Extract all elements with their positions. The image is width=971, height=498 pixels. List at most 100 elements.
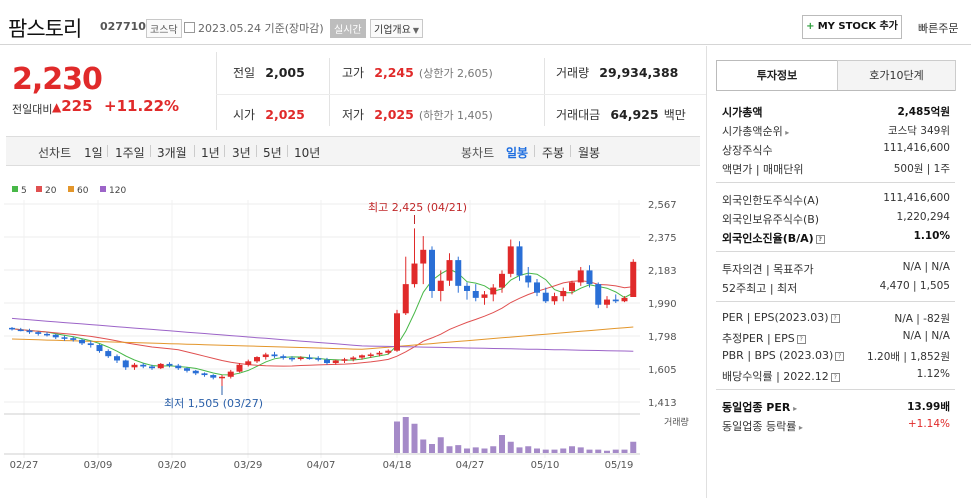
info-value: 2,485억원: [897, 106, 950, 118]
candle-body: [499, 273, 505, 288]
stat-trade-value: 거래대금 64,925 백만: [556, 104, 686, 123]
add-mystock-button[interactable]: + MY STOCK 추가: [802, 15, 902, 39]
stat-label: 시가: [233, 108, 256, 122]
divider: [216, 52, 217, 130]
volume-bar: [621, 449, 628, 453]
info-label[interactable]: 동일업종 PER ▸: [722, 399, 797, 415]
period-1d[interactable]: 1일: [84, 146, 103, 160]
period-10y[interactable]: 10년: [294, 146, 321, 160]
candle-body: [26, 330, 33, 333]
help-icon[interactable]: ?: [830, 314, 840, 323]
section-divider: [716, 182, 955, 183]
info-label: 시가총액: [722, 104, 762, 120]
y-tick-label: 2,375: [648, 233, 677, 244]
help-icon[interactable]: ?: [830, 373, 840, 382]
info-label[interactable]: 추정PER | EPS?: [722, 330, 806, 346]
candle-body: [245, 361, 252, 365]
candle-body: [219, 376, 225, 379]
stat-label: 저가: [342, 108, 365, 122]
change-label: 전일대비: [12, 103, 53, 116]
info-label: 액면가 | 매매단위: [722, 161, 804, 177]
y-tick-label: 2,183: [648, 266, 677, 277]
tab-invest-info[interactable]: 투자정보: [716, 60, 838, 91]
info-value: 1.20배 | 1,852원: [867, 351, 950, 363]
info-label-text: 투자의견 | 목표주가: [722, 263, 814, 276]
quick-order-link[interactable]: 빠른주문: [918, 22, 959, 35]
separator: [287, 145, 288, 157]
legend-swatch: [12, 186, 18, 192]
stock-name: 팜스토리: [8, 17, 82, 41]
candle-body: [542, 292, 549, 302]
candle-body: [464, 285, 470, 291]
candle-chart-label: 봉차트: [461, 146, 495, 160]
period-5y[interactable]: 5년: [263, 146, 282, 160]
legend-label: 60: [77, 186, 89, 196]
x-tick-label: 04/18: [383, 460, 412, 471]
period-1y[interactable]: 1년: [201, 146, 220, 160]
volume-bar: [604, 450, 610, 453]
info-value: N/A | -82원: [894, 313, 950, 325]
info-label[interactable]: PER | EPS(2023.03)?: [722, 311, 840, 324]
realtime-button[interactable]: 실시간: [330, 19, 366, 38]
candle-monthly[interactable]: 월봉: [578, 146, 601, 160]
info-label: 상장주식수: [722, 142, 773, 158]
ma5-line: [11, 268, 634, 376]
candle-body: [157, 363, 164, 369]
info-value: 13.99배: [907, 401, 950, 413]
candle-body: [315, 358, 322, 360]
help-icon[interactable]: ?: [796, 335, 806, 344]
candle-body: [210, 375, 217, 378]
price-change-value: 225: [61, 97, 93, 115]
info-label: 외국인한도주식수(A): [722, 192, 819, 208]
help-icon[interactable]: ?: [835, 352, 845, 361]
chevron-right-icon: ▸: [782, 128, 790, 137]
info-label[interactable]: 동일업종 등락률 ▸: [722, 418, 803, 434]
tab-orderbook[interactable]: 호가10단계: [837, 60, 956, 91]
info-value: 1.10%: [913, 230, 950, 242]
stock-chart[interactable]: 최고 2,425 (04/21) 최저 1,505 (03/27) 거래량 2,…: [0, 196, 706, 498]
volume-bar: [455, 445, 462, 453]
period-3m[interactable]: 3개월: [157, 146, 187, 160]
candle-body: [472, 290, 479, 298]
info-value: 4,470 | 1,505: [879, 280, 950, 292]
separator: [150, 145, 151, 157]
candle-body: [490, 287, 497, 295]
info-label[interactable]: 외국인소진율(B/A)?: [722, 230, 825, 246]
high-annotation: 최고 2,425 (04/21): [368, 201, 467, 214]
candle-body: [525, 275, 532, 283]
annotations: 최고 2,425 (04/21) 최저 1,505 (03/27) 거래량: [164, 201, 689, 428]
info-label-text: 추정PER | EPS: [722, 332, 795, 345]
candle-body: [52, 334, 59, 338]
corp-overview-dropdown[interactable]: 기업개요 ▼: [370, 19, 423, 38]
ma20-line: [11, 280, 634, 367]
period-3y[interactable]: 3년: [232, 146, 251, 160]
candle-daily[interactable]: 일봉: [506, 146, 529, 160]
help-icon[interactable]: ?: [815, 235, 825, 244]
candle-body: [280, 356, 287, 358]
stat-label: 거래량: [556, 66, 590, 80]
candle-body: [140, 364, 147, 367]
candle-body: [166, 363, 173, 366]
x-tick-label: 05/19: [605, 460, 634, 471]
stat-sub: (상한가 2,605): [418, 67, 493, 80]
period-1w[interactable]: 1주일: [115, 146, 145, 160]
volume-bar: [516, 447, 523, 453]
candle-body: [17, 329, 24, 332]
candle-body: [114, 356, 120, 361]
info-label[interactable]: PBR | BPS (2023.03)?: [722, 349, 845, 362]
x-tick-label: 03/29: [234, 460, 263, 471]
info-value: +1.14%: [907, 418, 950, 430]
info-label[interactable]: 배당수익률 | 2022.12?: [722, 368, 840, 384]
candle-weekly[interactable]: 주봉: [542, 146, 565, 160]
info-label[interactable]: 시가총액순위 ▸: [722, 123, 789, 139]
candle-body: [289, 357, 295, 360]
stat-value: 2,005: [265, 65, 305, 80]
candle-body: [175, 365, 182, 369]
volume-bar: [586, 449, 593, 453]
info-value: N/A | N/A: [902, 330, 950, 342]
section-divider: [716, 301, 955, 302]
candle-body: [560, 290, 567, 297]
volume-bar: [542, 449, 549, 453]
info-label-text: 시가총액: [722, 106, 763, 119]
volume-bar: [420, 439, 427, 453]
